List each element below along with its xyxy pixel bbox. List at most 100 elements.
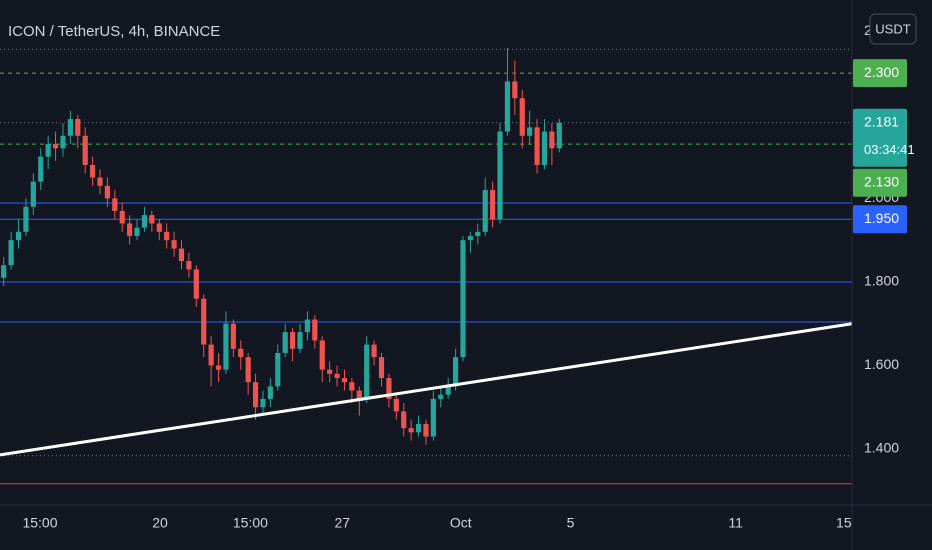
x-tick-label: Oct	[450, 515, 472, 531]
candle-body	[238, 348, 244, 358]
candle-body	[245, 357, 251, 383]
candle-body	[186, 261, 192, 270]
x-tick-label: 15:00	[233, 515, 268, 531]
candle-body	[193, 269, 199, 299]
x-tick-label: 11	[728, 515, 743, 531]
candle-body	[460, 240, 466, 358]
chart-title: ICON / TetherUS, 4h, BINANCE	[8, 23, 220, 40]
candle-body	[97, 177, 103, 186]
candle-body	[127, 223, 133, 237]
candle-body	[527, 127, 533, 136]
candle-body	[482, 190, 488, 232]
candle-body	[356, 390, 362, 399]
y-tick-label: 1.800	[864, 273, 899, 289]
candle-body	[452, 357, 459, 387]
currency-button-label[interactable]: USDT	[875, 21, 910, 36]
candle-body	[215, 365, 222, 370]
candle-body	[423, 423, 429, 437]
x-tick-label: 15	[836, 515, 852, 531]
candle-body	[15, 231, 22, 241]
candle-body	[512, 81, 518, 99]
price-label: 2.300	[864, 64, 899, 80]
price-label-box	[853, 108, 907, 167]
candle-body	[178, 248, 185, 262]
candle-body	[334, 373, 340, 379]
candle-body	[223, 323, 229, 370]
y-tick-label: 1.600	[864, 356, 899, 372]
y-tick-label: 1.400	[864, 440, 899, 456]
candle-body	[67, 119, 73, 136]
plot-area	[0, 48, 853, 485]
price-label: 1.950	[864, 210, 899, 226]
candle-body	[156, 223, 162, 232]
candle-body	[490, 190, 496, 220]
x-tick-label: 5	[567, 515, 575, 531]
candle-body	[312, 319, 318, 341]
candle-body	[23, 206, 29, 232]
candle-body	[52, 144, 59, 149]
candle-body	[60, 135, 66, 149]
candle-body	[386, 378, 392, 399]
price-label-box	[853, 59, 907, 88]
candle-body	[349, 382, 355, 391]
candle-body	[541, 131, 548, 165]
candle-body	[82, 135, 88, 165]
candle-body	[164, 231, 170, 241]
candle-body	[408, 428, 414, 433]
candle-body	[475, 231, 481, 237]
candle-body	[75, 119, 81, 136]
candle-body	[171, 240, 177, 249]
candle-body	[378, 357, 385, 379]
candle-body	[282, 332, 288, 353]
candle-body	[149, 215, 155, 224]
candle-body	[45, 144, 51, 157]
candle-body	[119, 210, 125, 224]
candle-body	[393, 398, 399, 412]
price-label: 2.181	[864, 114, 899, 130]
candle-body	[30, 181, 36, 207]
candle-body	[112, 198, 118, 211]
candle-body	[252, 382, 259, 408]
price-label: 2.130	[864, 174, 899, 190]
candle-body	[201, 298, 207, 345]
candle-body	[341, 378, 348, 383]
trendline	[0, 322, 853, 457]
candle-body	[371, 344, 377, 358]
candle-body	[445, 386, 451, 395]
candle-body	[275, 352, 281, 387]
candle-body	[401, 411, 407, 429]
x-tick-label: 20	[152, 515, 168, 531]
candle-body	[141, 215, 148, 228]
candle-body	[549, 131, 555, 149]
candle-body	[534, 127, 540, 165]
candle-body	[504, 81, 511, 132]
candle-body	[1, 265, 7, 278]
candle-body	[364, 344, 370, 399]
candle-body	[438, 394, 444, 399]
x-tick-label: 27	[334, 515, 350, 531]
candle-body	[230, 323, 236, 349]
candle-body	[104, 185, 111, 199]
candle-body	[415, 423, 422, 433]
candle-body	[290, 332, 296, 349]
candle-body	[430, 398, 436, 437]
candle-body	[519, 98, 525, 136]
candle-body	[327, 369, 333, 374]
candle-body	[267, 386, 273, 399]
candle-body	[90, 164, 96, 178]
candle-body	[260, 398, 266, 408]
candle-body	[304, 319, 311, 333]
candle-body	[556, 122, 562, 149]
currency-button[interactable]	[869, 13, 917, 45]
candle-body	[38, 156, 44, 182]
countdown-label: 03:34:41	[864, 142, 915, 157]
price-label-box	[853, 205, 907, 234]
price-label-box	[853, 168, 907, 197]
candle-body	[497, 131, 503, 220]
candle-body	[319, 340, 325, 370]
candle-body	[8, 240, 14, 266]
candle-body	[467, 236, 473, 241]
candle-body	[297, 332, 303, 349]
